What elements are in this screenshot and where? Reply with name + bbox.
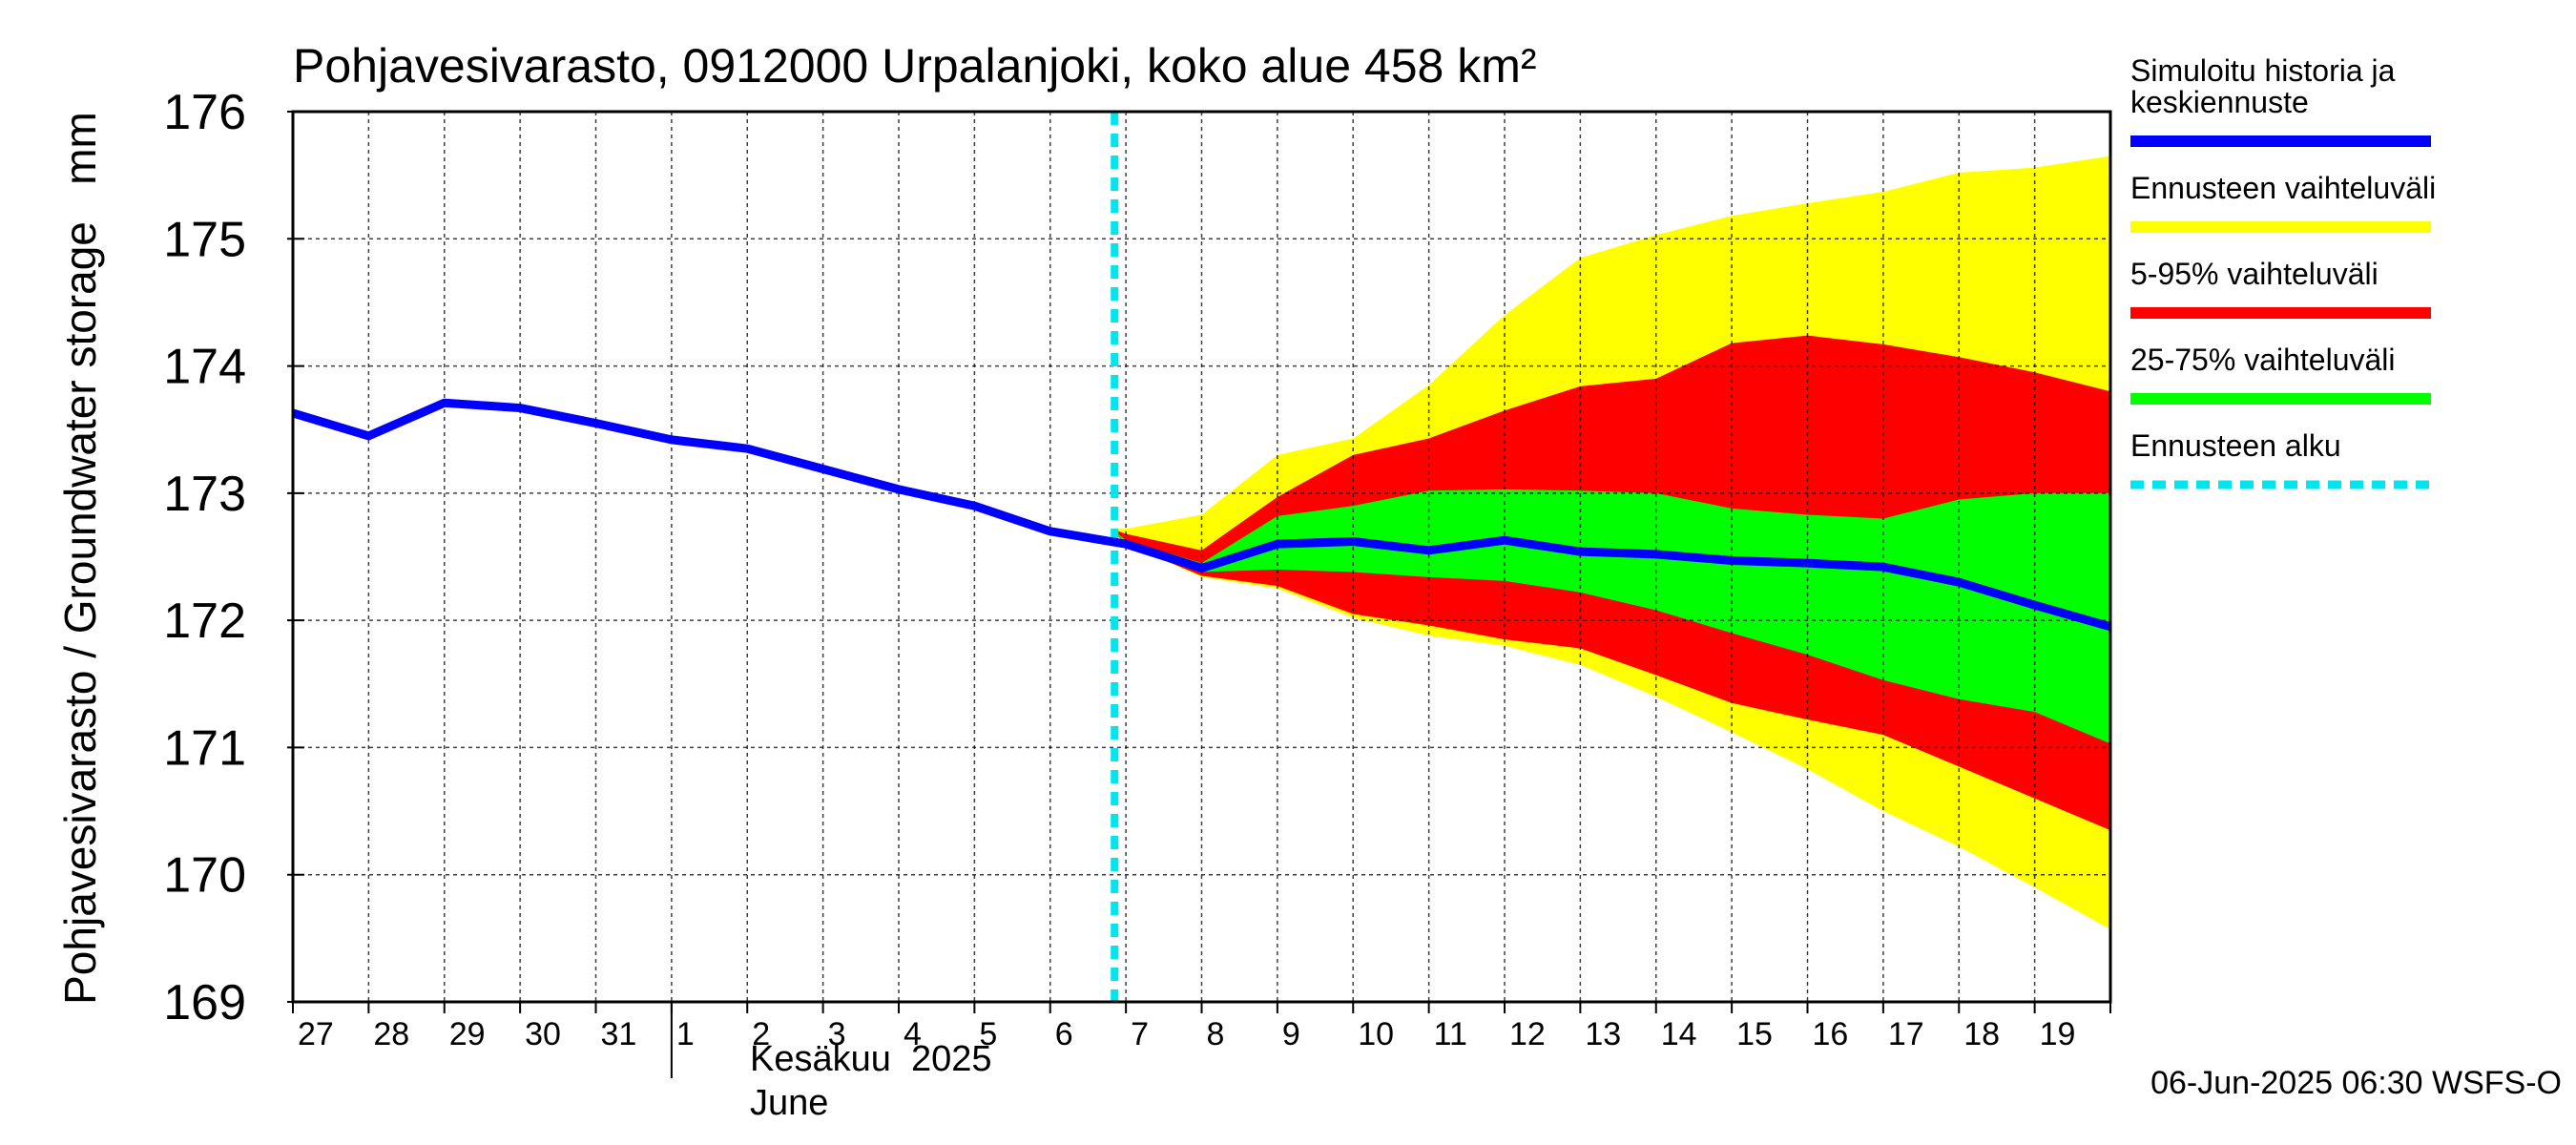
forecast-bands <box>1114 156 2110 930</box>
x-tick-label: 7 <box>1131 1016 1149 1052</box>
series-line-mean <box>291 398 2112 632</box>
legend-label: Ennusteen alku <box>2130 428 2341 463</box>
x-tick-label: 10 <box>1358 1016 1394 1052</box>
x-tick-label: 3 <box>828 1016 846 1052</box>
footer-timestamp: 06-Jun-2025 06:30 WSFS-O <box>2150 1065 2562 1101</box>
band-25-75-vaihteluv-li <box>1114 489 2110 744</box>
y-tick-label: 172 <box>163 593 246 649</box>
x-tick-label: 6 <box>1055 1016 1073 1052</box>
y-tick-label: 171 <box>163 720 246 776</box>
legend-label: keskiennuste <box>2130 85 2309 119</box>
x-tick-label: 4 <box>904 1016 922 1052</box>
y-axis-label: Pohjavesivarasto / Groundwater storage m… <box>55 112 105 1005</box>
y-tick-label: 170 <box>163 848 246 904</box>
legend-label: Simuloitu historia ja <box>2130 53 2396 88</box>
y-tick-label: 176 <box>163 85 246 140</box>
y-tick-label: 175 <box>163 212 246 267</box>
y-tick-label: 169 <box>163 975 246 1030</box>
x-tick-label: 18 <box>1963 1016 2000 1052</box>
y-tick-label: 174 <box>163 340 246 395</box>
mean-series <box>291 398 2112 632</box>
x-tick-label: 30 <box>525 1016 561 1052</box>
x-tick-label: 11 <box>1434 1016 1467 1052</box>
y-tick-label: 173 <box>163 467 246 522</box>
month-label-fi: Kesäkuu 2025 <box>750 1039 992 1079</box>
x-tick-label: 31 <box>601 1016 637 1052</box>
x-tick-label: 14 <box>1661 1016 1697 1052</box>
legend-label: 25-75% vaihteluväli <box>2130 343 2396 377</box>
legend-label: 5-95% vaihteluväli <box>2130 257 2379 291</box>
x-tick-label: 8 <box>1207 1016 1225 1052</box>
x-tick-label: 28 <box>373 1016 409 1052</box>
x-tick-label: 2 <box>752 1016 770 1052</box>
x-tick-label: 1 <box>676 1016 695 1052</box>
x-tick-label: 5 <box>979 1016 997 1052</box>
x-tick-label: 12 <box>1509 1016 1546 1052</box>
x-tick-label: 29 <box>449 1016 486 1052</box>
x-tick-label: 17 <box>1888 1016 1924 1052</box>
x-tick-label: 13 <box>1585 1016 1621 1052</box>
x-tick-label: 9 <box>1282 1016 1300 1052</box>
x-tick-label: 15 <box>1736 1016 1773 1052</box>
chart-title: Pohjavesivarasto, 0912000 Urpalanjoki, k… <box>293 39 1537 93</box>
x-tick-label: 19 <box>2040 1016 2076 1052</box>
x-tick-label: 27 <box>298 1016 334 1052</box>
x-tick-label: 16 <box>1813 1016 1849 1052</box>
month-label-en: June <box>750 1083 828 1123</box>
grid-lines <box>293 112 2110 1002</box>
legend-label: Ennusteen vaihteluväli <box>2130 171 2436 205</box>
